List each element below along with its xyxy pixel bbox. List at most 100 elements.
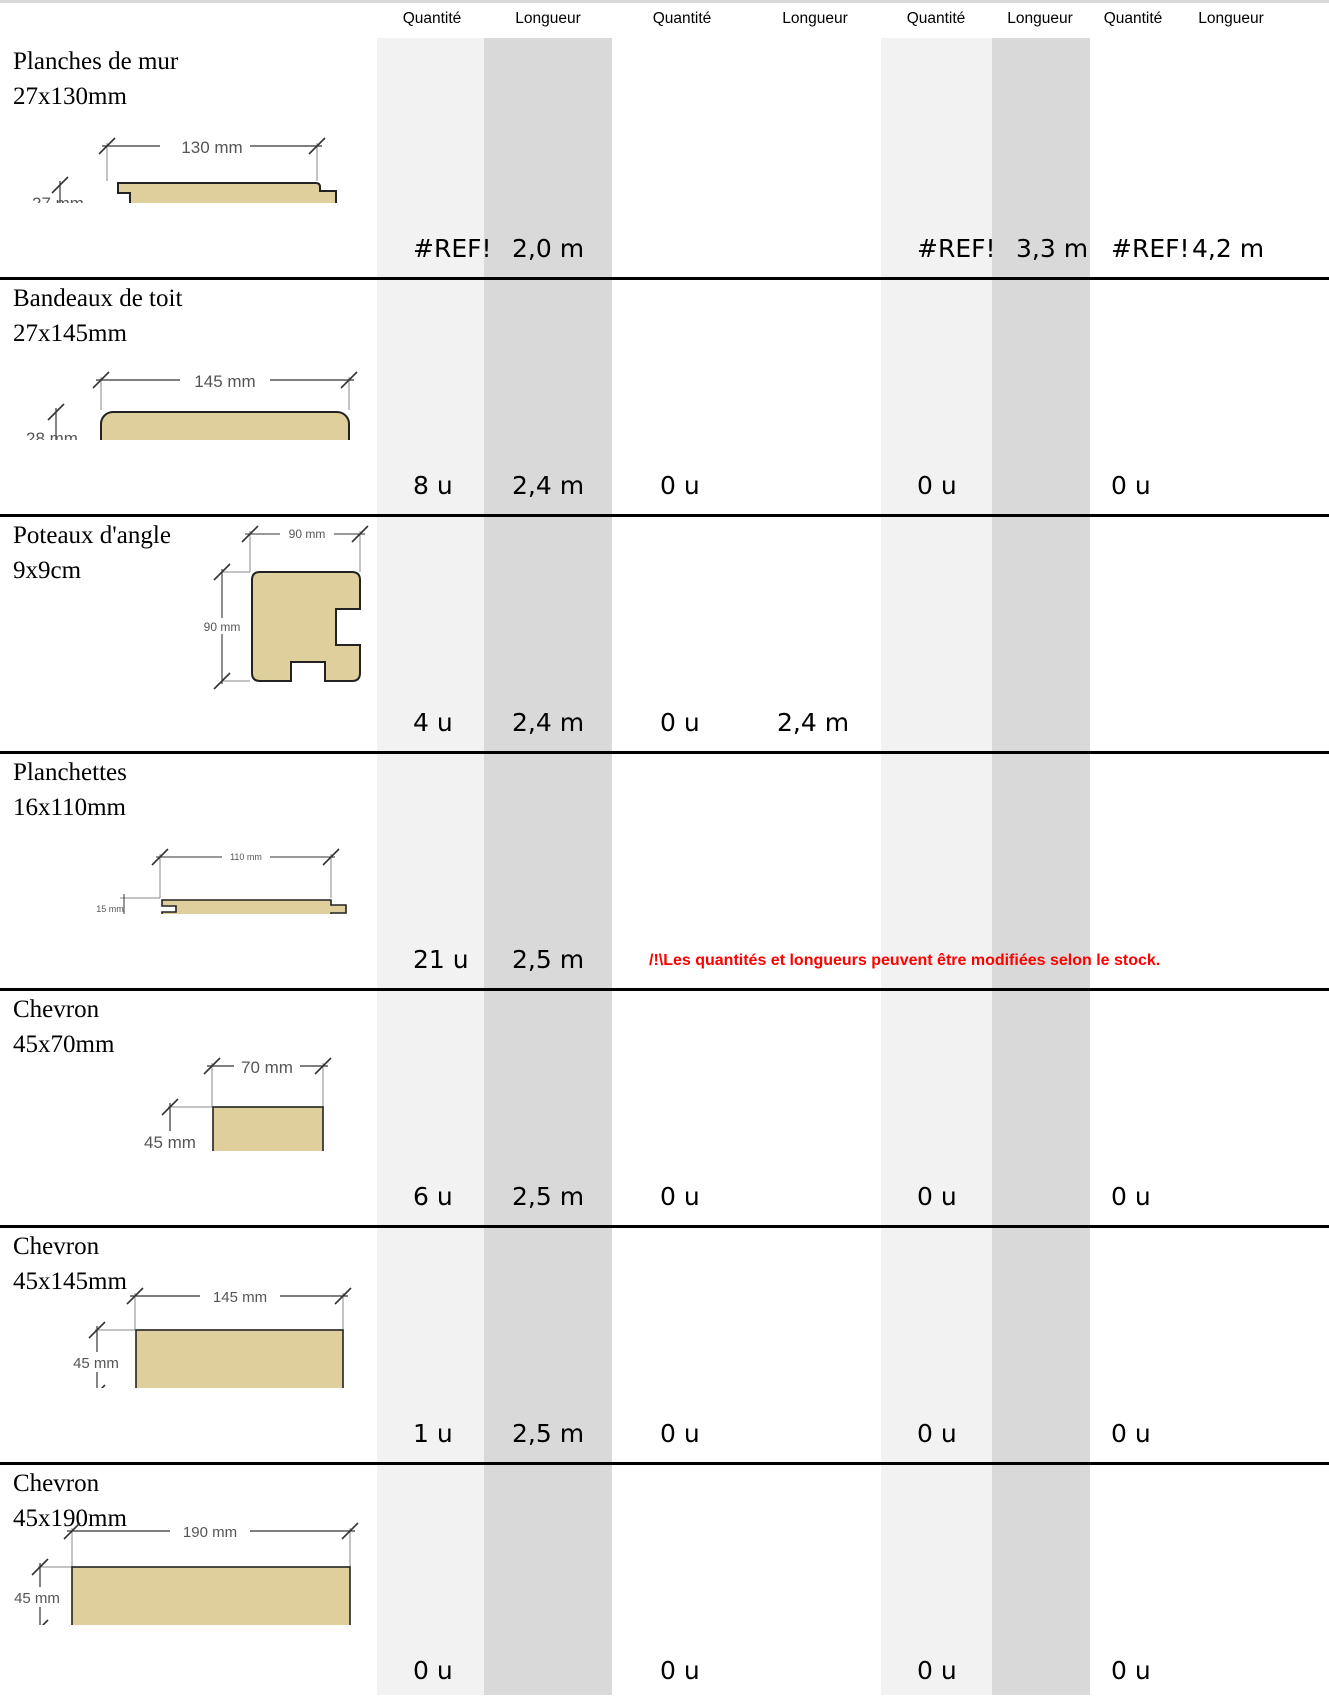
thin-tongue-groove-board-profile-icon: 110 mm 15 mm: [0, 754, 360, 922]
table-row: Planches de mur 27x130mm 130 mm 27 mm #REF! 2…: [0, 43, 1329, 280]
svg-text:145 mm: 145 mm: [194, 372, 255, 391]
quantity-value-3: 0 u: [917, 471, 957, 500]
quantity-value-2: 0 u: [660, 708, 700, 737]
quantity-column-1-band: [377, 38, 484, 1695]
svg-text:190 mm: 190 mm: [183, 1524, 237, 1541]
quantity-value-2: 0 u: [660, 1182, 700, 1211]
quantity-value-4: 0 u: [1111, 471, 1151, 500]
svg-text:45 mm: 45 mm: [144, 1133, 196, 1151]
svg-text:110 mm: 110 mm: [230, 852, 262, 862]
quantity-header-1: Quantité: [402, 10, 462, 27]
svg-text:90 mm: 90 mm: [204, 620, 241, 634]
quantity-value-4: 0 u: [1111, 1419, 1151, 1448]
top-border: [0, 0, 1329, 3]
product-name: Chevron: [13, 996, 100, 1023]
row-separator: [0, 1462, 1329, 1465]
row-title: Planches de mur 27x130mm: [13, 44, 178, 114]
svg-text:15 mm: 15 mm: [96, 904, 124, 914]
length-value-1: 2,5 m: [512, 1182, 585, 1211]
length-column-3-band: [992, 38, 1090, 1695]
quantity-value-4: 0 u: [1111, 1656, 1151, 1685]
product-name: Planchettes: [13, 759, 127, 786]
product-name: Chevron: [13, 1233, 100, 1260]
product-size: 45x70mm: [13, 1031, 115, 1058]
quantity-value-1: #REF!: [413, 234, 492, 263]
rafter-profile-icon: 190 mm 45 mm: [0, 1465, 370, 1637]
length-header-3: Longueur: [1007, 10, 1073, 27]
length-header-4: Longueur: [1198, 10, 1264, 27]
quantity-value-1: 8 u: [413, 471, 453, 500]
quantity-header-3: Quantité: [906, 10, 966, 27]
row-separator: [0, 1225, 1329, 1228]
product-size: 16x110mm: [13, 794, 126, 821]
table-row: Poteaux d'angle 9x9cm 90 mm 90 mm 4 u 2,4 m 0 …: [0, 517, 1329, 754]
rafter-profile-icon: 70 mm 45 mm: [0, 991, 360, 1185]
svg-text:45 mm: 45 mm: [73, 1355, 119, 1372]
tongue-groove-board-profile-icon: 130 mm 27 mm: [0, 43, 360, 232]
product-name: Bandeaux de toit: [13, 285, 183, 312]
quantity-value-2: 0 u: [660, 1419, 700, 1448]
length-header-1: Longueur: [515, 10, 581, 27]
row-title: Bandeaux de toit 27x145mm: [13, 281, 182, 351]
svg-text:70 mm: 70 mm: [241, 1058, 293, 1077]
quantity-value-1: 0 u: [413, 1656, 453, 1685]
quantity-value-3: 0 u: [917, 1656, 957, 1685]
quantity-header-2: Quantité: [652, 10, 712, 27]
length-column-1-band: [484, 38, 612, 1695]
row-separator: [0, 751, 1329, 754]
row-separator: [0, 988, 1329, 991]
length-header-2: Longueur: [782, 10, 848, 27]
length-value-1: 2,4 m: [512, 708, 585, 737]
quantity-value-3: 0 u: [917, 1419, 957, 1448]
rounded-fascia-board-profile-icon: 145 mm 28 mm: [0, 280, 360, 469]
quantity-column-3-band: [881, 38, 992, 1695]
quantity-value-4: 0 u: [1111, 1182, 1151, 1211]
table-row: Chevron 45x70mm 70 mm 45 mm 6 u 2,5 m 0 u 0 u 0 …: [0, 991, 1329, 1228]
length-value-3: 3,3 m: [1016, 234, 1089, 263]
stock-warning-note: /!\Les quantités et longueurs peuvent êt…: [649, 952, 1161, 969]
svg-text:145 mm: 145 mm: [213, 1289, 267, 1306]
quantity-value-4: #REF!: [1111, 234, 1190, 263]
row-separator: [0, 514, 1329, 517]
quantity-value-3: 0 u: [917, 1182, 957, 1211]
svg-text:45 mm: 45 mm: [14, 1590, 60, 1607]
table-row: Bandeaux de toit 27x145mm 145 mm 28 mm 8 u 2,…: [0, 280, 1329, 517]
quantity-value-3: #REF!: [917, 234, 996, 263]
row-title: Chevron 45x190mm: [13, 1466, 127, 1536]
product-size: 27x145mm: [13, 320, 127, 347]
row-title: Poteaux d'angle 9x9cm: [13, 518, 171, 588]
product-name: Poteaux d'angle: [13, 522, 171, 549]
length-value-1: 2,5 m: [512, 945, 585, 974]
length-value-4: 4,2 m: [1192, 234, 1265, 263]
corner-post-profile-icon: 90 mm 90 mm: [0, 517, 380, 722]
table-row: Chevron 45x145mm 145 mm 45 mm 1 u 2,5 m 0 u 0 u…: [0, 1228, 1329, 1465]
product-name: Planches de mur: [13, 48, 179, 75]
row-title: Chevron 45x145mm: [13, 1229, 127, 1299]
table-row: Chevron 45x190mm 190 mm 45 mm 0 u 0 u 0 u 0 u: [0, 1465, 1329, 1702]
row-title: Chevron 45x70mm: [13, 992, 114, 1062]
quantity-value-1: 1 u: [413, 1419, 453, 1448]
quantity-header-4: Quantité: [1103, 10, 1163, 27]
length-value-2: 2,4 m: [777, 708, 850, 737]
quantity-value-1: 21 u: [413, 945, 469, 974]
length-value-1: 2,4 m: [512, 471, 585, 500]
length-value-1: 2,5 m: [512, 1419, 585, 1448]
svg-text:27 mm: 27 mm: [32, 194, 84, 203]
product-size: 27x130mm: [13, 83, 127, 110]
svg-text:28 mm: 28 mm: [26, 429, 78, 440]
table-row: Planchettes 16x110mm 110 mm 15 mm 21 u 2,5 m /…: [0, 754, 1329, 991]
quantity-value-2: 0 u: [660, 1656, 700, 1685]
row-separator: [0, 277, 1329, 280]
product-name: Chevron: [13, 1470, 100, 1497]
rafter-profile-icon: 145 mm 45 mm: [0, 1228, 360, 1402]
quantity-value-1: 4 u: [413, 708, 453, 737]
product-size: 45x190mm: [13, 1505, 127, 1532]
quantity-value-1: 6 u: [413, 1182, 453, 1211]
product-size: 9x9cm: [13, 557, 82, 584]
product-size: 45x145mm: [13, 1268, 127, 1295]
row-title: Planchettes 16x110mm: [13, 755, 127, 825]
svg-text:130 mm: 130 mm: [181, 138, 242, 157]
length-value-1: 2,0 m: [512, 234, 585, 263]
svg-text:90 mm: 90 mm: [289, 527, 326, 541]
quantity-value-2: 0 u: [660, 471, 700, 500]
